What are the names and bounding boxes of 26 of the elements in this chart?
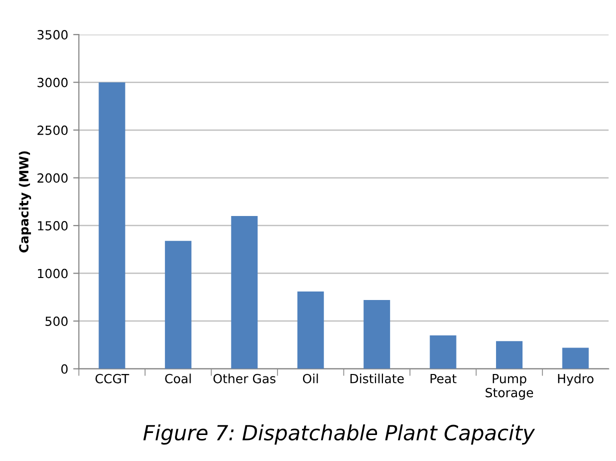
bar xyxy=(164,240,192,369)
y-tick-label: 3500 xyxy=(38,30,68,40)
y-tick-label: 2500 xyxy=(38,126,68,135)
x-tick-label: Coal xyxy=(165,374,191,384)
x-tick-label: Other Gas xyxy=(213,374,276,384)
x-tick-label: Peat xyxy=(430,374,456,384)
bar xyxy=(430,335,456,369)
x-tick-label: CCGT xyxy=(95,374,130,384)
y-tick-label: 3000 xyxy=(38,78,68,88)
x-tick-label: Hydro xyxy=(558,374,594,386)
y-tick-label: 0 xyxy=(61,364,68,374)
y-tick-label: 2000 xyxy=(38,173,68,183)
bar xyxy=(496,341,523,369)
y-axis-title: Capacity (MW) xyxy=(18,151,32,252)
bar xyxy=(231,216,258,369)
bar xyxy=(364,300,390,369)
y-tick-label: 500 xyxy=(46,316,68,326)
y-tick-label: 1500 xyxy=(38,221,68,230)
x-tick-label: Distillate xyxy=(350,374,404,384)
x-tick-label: Pump Storage xyxy=(486,374,534,400)
y-tick-label: 1000 xyxy=(38,268,68,278)
bar xyxy=(562,348,589,369)
text: Figure 7: Dispatchable Plant Capacity xyxy=(143,424,536,445)
bar xyxy=(98,82,126,369)
bar xyxy=(297,291,324,369)
x-tick-label: Oil xyxy=(302,374,318,384)
